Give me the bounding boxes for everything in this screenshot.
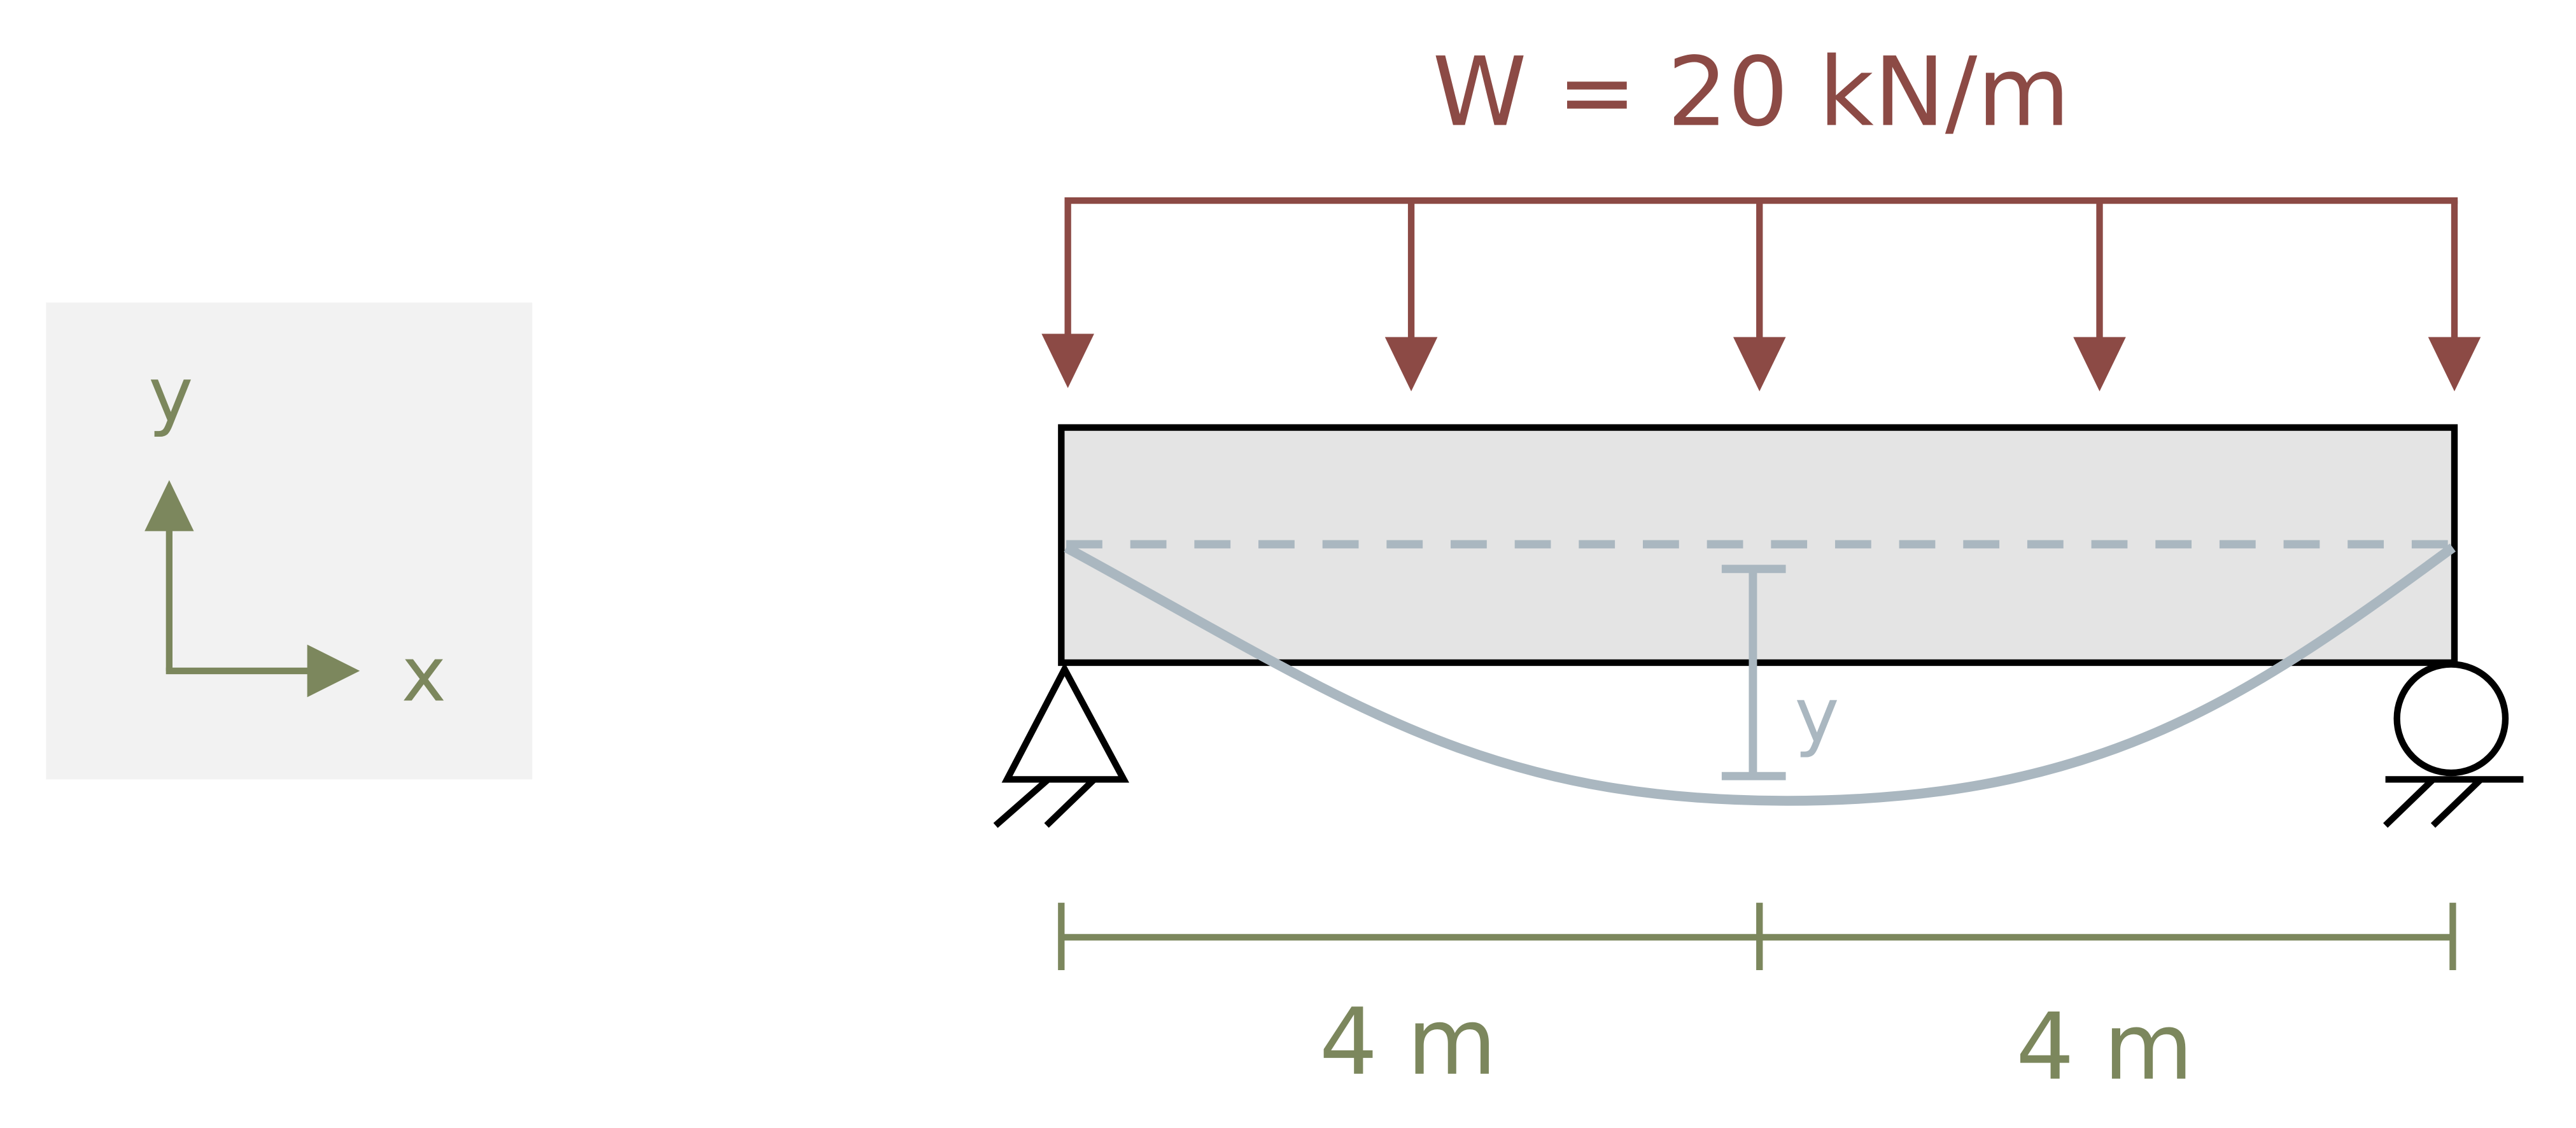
deflection-marker: y [1721, 565, 1840, 780]
distributed-load: W = 20 kN/m [1041, 37, 2481, 391]
deflection-label: y [1794, 672, 1839, 760]
y-axis-label: y [148, 351, 193, 439]
load-arrowhead [1041, 334, 1094, 388]
left-span-label: 4 m [1320, 989, 1497, 1096]
pin-support-hatch [1044, 777, 1097, 828]
roller-support [2383, 661, 2524, 828]
coordinate-system: y x [46, 302, 533, 780]
y-axis-arrowhead [144, 480, 194, 532]
load-arrowhead [1733, 337, 1786, 391]
coordinate-panel [46, 302, 533, 780]
pin-support-triangle [1001, 662, 1130, 783]
load-arrowhead [2428, 337, 2481, 391]
pin-support-hatch [993, 777, 1051, 828]
pin-support [993, 662, 1130, 828]
load-arrowhead [1384, 337, 1438, 391]
deflected-shape [1064, 543, 2456, 806]
roller-support-hatch [2430, 777, 2483, 828]
x-axis-arrowhead [307, 644, 360, 698]
load-arrowhead [2073, 337, 2126, 391]
right-span-label: 4 m [2016, 994, 2193, 1101]
load-label: W = 20 kN/m [1433, 37, 2071, 148]
roller-wheel [2393, 661, 2509, 777]
x-axis-label: x [402, 631, 446, 719]
roller-support-hatch [2383, 777, 2436, 828]
span-dimensions: 4 m 4 m [1058, 903, 2456, 1101]
